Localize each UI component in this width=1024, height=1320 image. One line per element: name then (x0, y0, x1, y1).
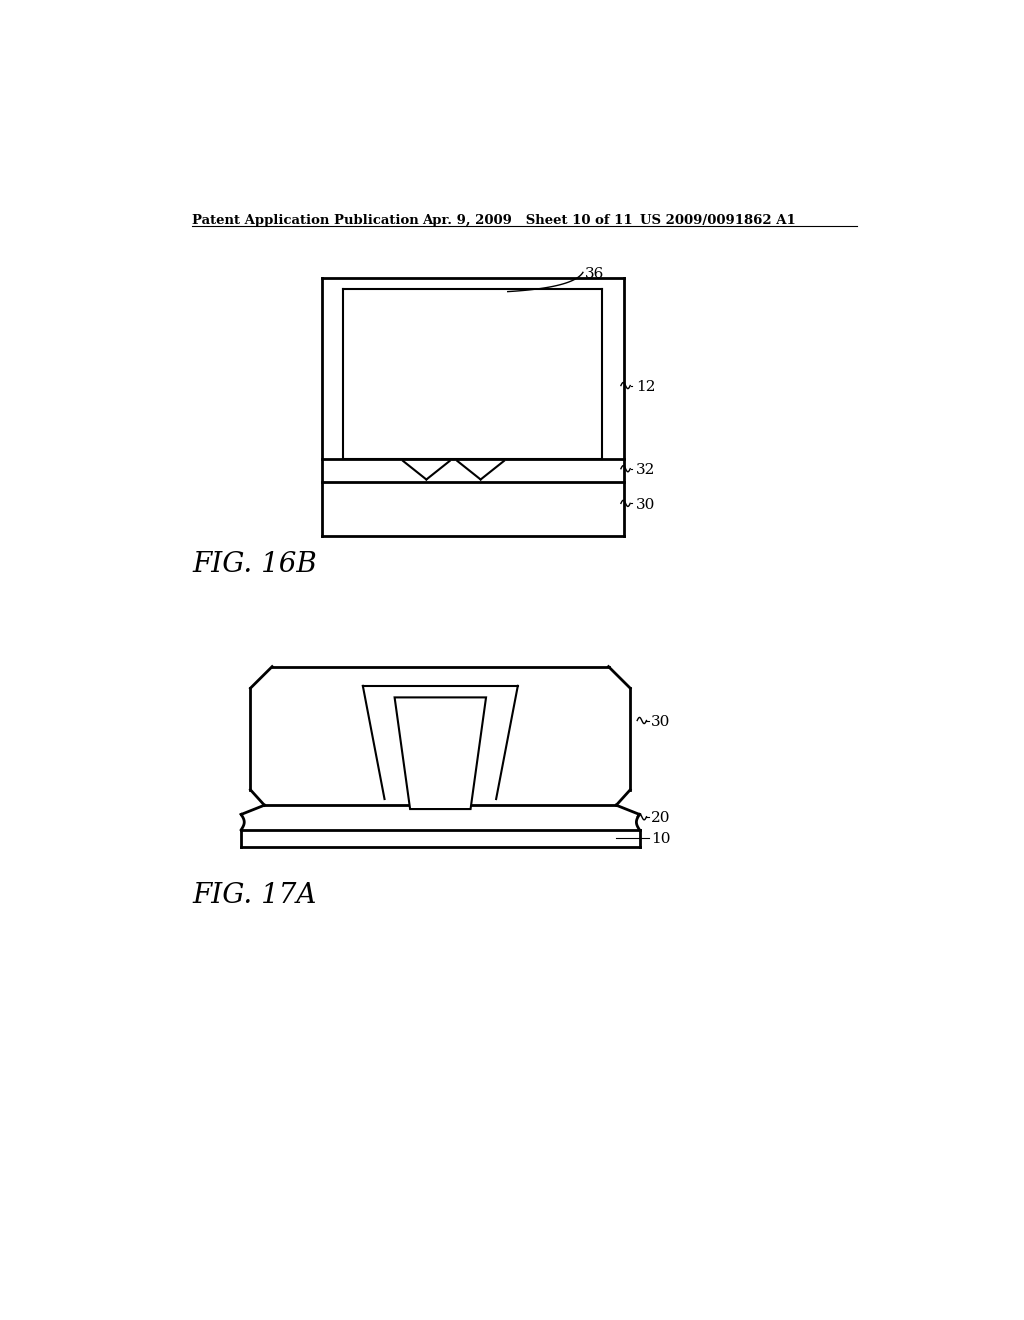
Text: FIG. 16B: FIG. 16B (193, 552, 317, 578)
Text: 36: 36 (586, 267, 604, 281)
Text: 32: 32 (636, 463, 655, 478)
Text: 30: 30 (651, 715, 671, 729)
Text: 10: 10 (651, 832, 671, 846)
Text: Patent Application Publication: Patent Application Publication (193, 214, 419, 227)
Text: 12: 12 (636, 380, 655, 395)
Text: 30: 30 (636, 498, 655, 512)
Text: Apr. 9, 2009   Sheet 10 of 11: Apr. 9, 2009 Sheet 10 of 11 (423, 214, 633, 227)
Polygon shape (394, 697, 486, 809)
Text: 20: 20 (651, 812, 671, 825)
Text: FIG. 17A: FIG. 17A (193, 882, 316, 909)
Text: US 2009/0091862 A1: US 2009/0091862 A1 (640, 214, 796, 227)
